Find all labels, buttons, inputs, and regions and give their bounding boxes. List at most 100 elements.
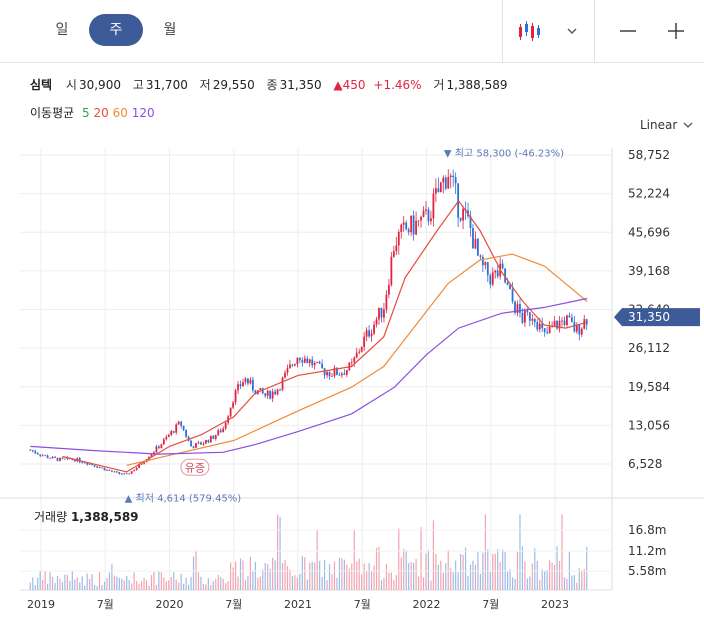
candle-body <box>111 470 113 472</box>
ma-5-label[interactable]: 5 <box>82 106 90 120</box>
volume-bar <box>304 557 306 590</box>
x-tick-label: 2019 <box>27 598 55 610</box>
candle-body <box>54 456 56 458</box>
candle-body <box>64 458 66 460</box>
candle-body <box>363 336 366 348</box>
volume-bar <box>524 561 526 590</box>
volume-bar <box>497 549 499 590</box>
volume-bar <box>462 554 464 590</box>
chevron-down-icon[interactable] <box>560 0 584 62</box>
candle-body <box>46 455 49 458</box>
candle-body <box>422 210 425 217</box>
candle-body <box>355 352 358 358</box>
candle-body <box>486 262 489 276</box>
ma-60-label[interactable]: 60 <box>112 106 128 120</box>
candle-body <box>444 177 447 189</box>
candle-body <box>103 467 106 471</box>
candle-body <box>496 270 499 277</box>
candle-body <box>143 462 145 464</box>
candle-body <box>504 268 507 283</box>
candle-body <box>474 238 477 249</box>
candle-body <box>420 216 422 221</box>
volume-bar <box>430 580 432 590</box>
zoom-out-icon[interactable] <box>610 0 646 62</box>
volume-bar <box>573 575 575 590</box>
candle-body <box>86 463 89 465</box>
volume-bar <box>116 576 118 590</box>
candle-body <box>301 360 304 363</box>
volume-y-tick-label: 16.8m <box>628 523 666 537</box>
x-tick-label: 7월 <box>482 598 499 610</box>
candle-body <box>120 473 123 475</box>
stock-name: 심텍 <box>30 78 53 92</box>
candle-body <box>254 390 257 395</box>
volume-bar <box>549 560 551 590</box>
volume-bar <box>378 546 380 590</box>
candle-body <box>553 320 556 327</box>
candle-body <box>536 322 539 330</box>
volume-bar <box>163 577 165 590</box>
volume-bar <box>180 573 182 590</box>
volume-bar <box>581 570 583 590</box>
tab-day[interactable]: 일 <box>55 22 69 38</box>
ma-20-label[interactable]: 20 <box>93 106 109 120</box>
candle-body <box>548 326 551 334</box>
volume-bar <box>415 559 417 590</box>
divider <box>594 0 595 62</box>
candle-body <box>88 463 91 465</box>
volume-bar <box>89 578 91 590</box>
volume-bar <box>150 575 153 590</box>
volume-bar <box>435 554 437 590</box>
volume-bar <box>66 574 68 590</box>
volume-bar <box>197 572 200 590</box>
candle-body <box>123 473 126 475</box>
volume-bar <box>370 571 373 590</box>
candlestick-chart-type-icon[interactable] <box>510 0 550 62</box>
candle-body <box>430 218 432 222</box>
volume-bar <box>472 560 474 590</box>
candle-body <box>472 228 474 249</box>
candle-body <box>533 318 536 323</box>
volume-bar <box>91 574 93 590</box>
volume-bar <box>264 563 266 590</box>
close-value: 31,350 <box>279 78 322 92</box>
volume-bar <box>301 556 303 590</box>
volume-bar <box>306 579 308 590</box>
candle-body <box>415 220 417 235</box>
volume-bar <box>346 564 348 590</box>
volume-bar <box>136 581 138 590</box>
candle-body <box>543 328 546 333</box>
candle-body <box>308 359 311 364</box>
volume-bar <box>158 571 160 590</box>
volume-bar <box>502 549 504 590</box>
volume-bar <box>467 576 469 590</box>
candle-body <box>519 304 521 313</box>
volume-bar <box>123 580 125 590</box>
scale-selector[interactable]: Linear <box>640 118 693 132</box>
volume-bar <box>393 580 395 590</box>
change-value: 450 <box>342 78 366 92</box>
volume-legend: 거래량 1,388,589 <box>34 508 139 525</box>
candle-body <box>556 320 558 329</box>
volume-bar <box>296 577 298 590</box>
y-tick-label: 13,056 <box>628 418 670 432</box>
volume-y-tick-label: 11.2m <box>628 544 666 558</box>
y-tick-label: 39,168 <box>628 264 670 278</box>
tab-week[interactable]: 주 <box>89 14 143 46</box>
x-tick-label: 7월 <box>97 598 114 610</box>
candle-body <box>566 315 568 325</box>
volume-bar <box>440 560 442 590</box>
candle-body <box>360 347 363 352</box>
stock-chart[interactable]: 58,75252,22445,69639,16832,64026,11219,5… <box>0 140 704 610</box>
ma-120-label[interactable]: 120 <box>131 106 155 120</box>
volume-bar <box>267 564 269 590</box>
volume-bar <box>321 576 323 590</box>
candle-body <box>343 373 346 375</box>
tab-month[interactable]: 월 <box>163 22 177 38</box>
zoom-in-icon[interactable] <box>658 0 694 62</box>
volume-bar <box>546 570 548 590</box>
candle-body <box>434 188 437 194</box>
volume-bar <box>366 571 368 590</box>
volume-bar <box>118 577 120 590</box>
volume-bar <box>336 577 338 590</box>
